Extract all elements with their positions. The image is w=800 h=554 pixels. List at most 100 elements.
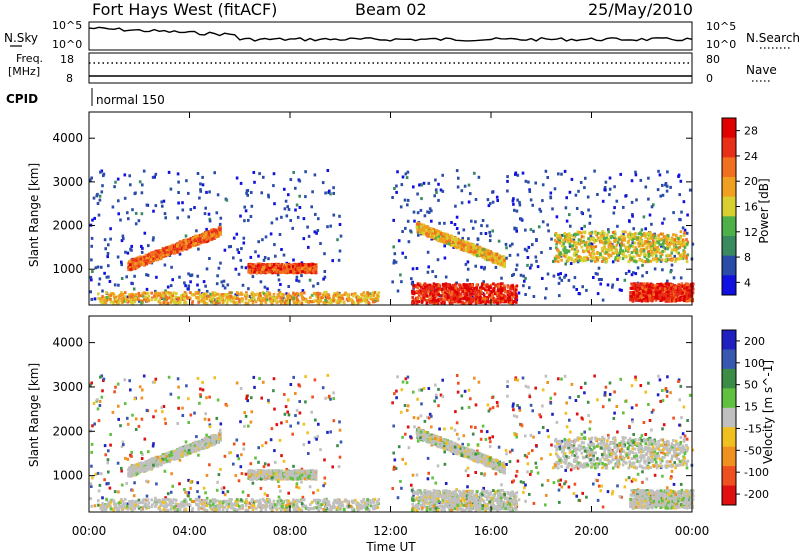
power-cell: [395, 184, 398, 188]
power-cell: [553, 187, 557, 191]
power-cell: [214, 235, 217, 239]
power-cell: [329, 224, 332, 228]
power-cell: [448, 238, 451, 242]
power-cell: [178, 252, 182, 256]
power-cell: [312, 284, 315, 288]
power-cell: [667, 242, 670, 246]
power-cell: [503, 265, 506, 269]
power-cell: [570, 177, 574, 181]
power-cell: [271, 296, 275, 300]
power-cell: [435, 283, 438, 287]
power-cell: [559, 236, 563, 240]
power-cell: [235, 301, 238, 305]
power-cell: [133, 300, 137, 304]
power-cell: [631, 244, 635, 248]
power-cell: [457, 238, 461, 242]
power-cell: [585, 249, 588, 252]
power-cell: [181, 201, 184, 205]
power-cell: [484, 248, 488, 252]
power-cell: [189, 273, 192, 277]
power-cell: [619, 249, 622, 253]
power-cell: [624, 194, 627, 198]
power-cell: [572, 240, 576, 244]
power-cell: [630, 282, 633, 286]
power-cell: [159, 253, 163, 256]
power-cell: [456, 292, 459, 296]
power-cell: [613, 230, 617, 234]
power-cell: [472, 289, 475, 292]
power-cell: [557, 260, 560, 264]
power-cell: [558, 255, 561, 259]
power-cell: [428, 292, 432, 296]
power-cell: [434, 233, 437, 237]
power-cell: [313, 263, 317, 267]
power-cell: [496, 255, 499, 259]
power-cell: [413, 299, 416, 302]
power-cell: [323, 291, 326, 295]
power-cell: [528, 188, 531, 192]
power-cell: [462, 301, 465, 305]
power-cell: [227, 298, 230, 302]
power-cell: [265, 268, 268, 272]
power-cell: [598, 232, 602, 236]
power-cell: [161, 251, 164, 255]
power-cell: [307, 263, 311, 267]
power-cell: [486, 283, 489, 287]
power-cell: [630, 257, 634, 260]
power-cell: [489, 297, 493, 301]
power-cell: [305, 263, 308, 267]
power-cell: [323, 275, 327, 279]
power-cell: [584, 259, 587, 263]
power-cell: [448, 236, 452, 240]
power-cell: [359, 300, 362, 304]
power-cell: [173, 245, 177, 249]
power-cell: [624, 230, 627, 234]
power-cell: [137, 219, 141, 223]
power-cell: [565, 233, 569, 237]
power-cell: [587, 237, 590, 241]
power-cell: [661, 193, 665, 197]
power-cell: [678, 253, 682, 257]
power-cell: [310, 293, 314, 297]
power-cell: [301, 289, 305, 293]
power-cell: [600, 240, 603, 244]
power-cell: [109, 297, 112, 301]
power-cell: [393, 252, 397, 256]
power-cell: [606, 283, 610, 287]
power-cell: [665, 189, 669, 193]
power-cell: [359, 296, 363, 300]
power-cell: [397, 239, 401, 243]
power-cell: [173, 247, 177, 251]
power-cell: [495, 195, 499, 199]
power-cell: [454, 282, 458, 286]
power-cell: [507, 300, 511, 304]
power-cell: [475, 293, 478, 297]
power-cell: [454, 236, 457, 240]
power-cell: [213, 171, 216, 175]
power-cell: [483, 266, 486, 270]
power-cell: [550, 237, 553, 241]
power-cell: [332, 191, 335, 195]
nsearch-tick-bottom: 10^0: [706, 38, 736, 51]
power-cell: [524, 228, 527, 232]
power-cell: [305, 265, 309, 269]
power-cell: [436, 258, 440, 262]
power-cell: [200, 299, 203, 303]
power-cell: [216, 234, 220, 238]
power-cell: [157, 254, 160, 258]
power-cell: [253, 270, 256, 274]
power-cell: [655, 236, 658, 240]
power-cell: [137, 291, 141, 295]
power-cell: [107, 275, 110, 279]
power-cell: [425, 299, 429, 302]
power-cell: [430, 209, 433, 213]
power-cell: [575, 250, 578, 254]
power-cell: [457, 241, 460, 245]
power-cell: [285, 301, 289, 305]
power-cell: [351, 300, 355, 304]
power-cell: [524, 179, 528, 183]
power-cell: [159, 295, 163, 299]
power-cell: [198, 293, 202, 297]
power-cell: [169, 247, 173, 251]
